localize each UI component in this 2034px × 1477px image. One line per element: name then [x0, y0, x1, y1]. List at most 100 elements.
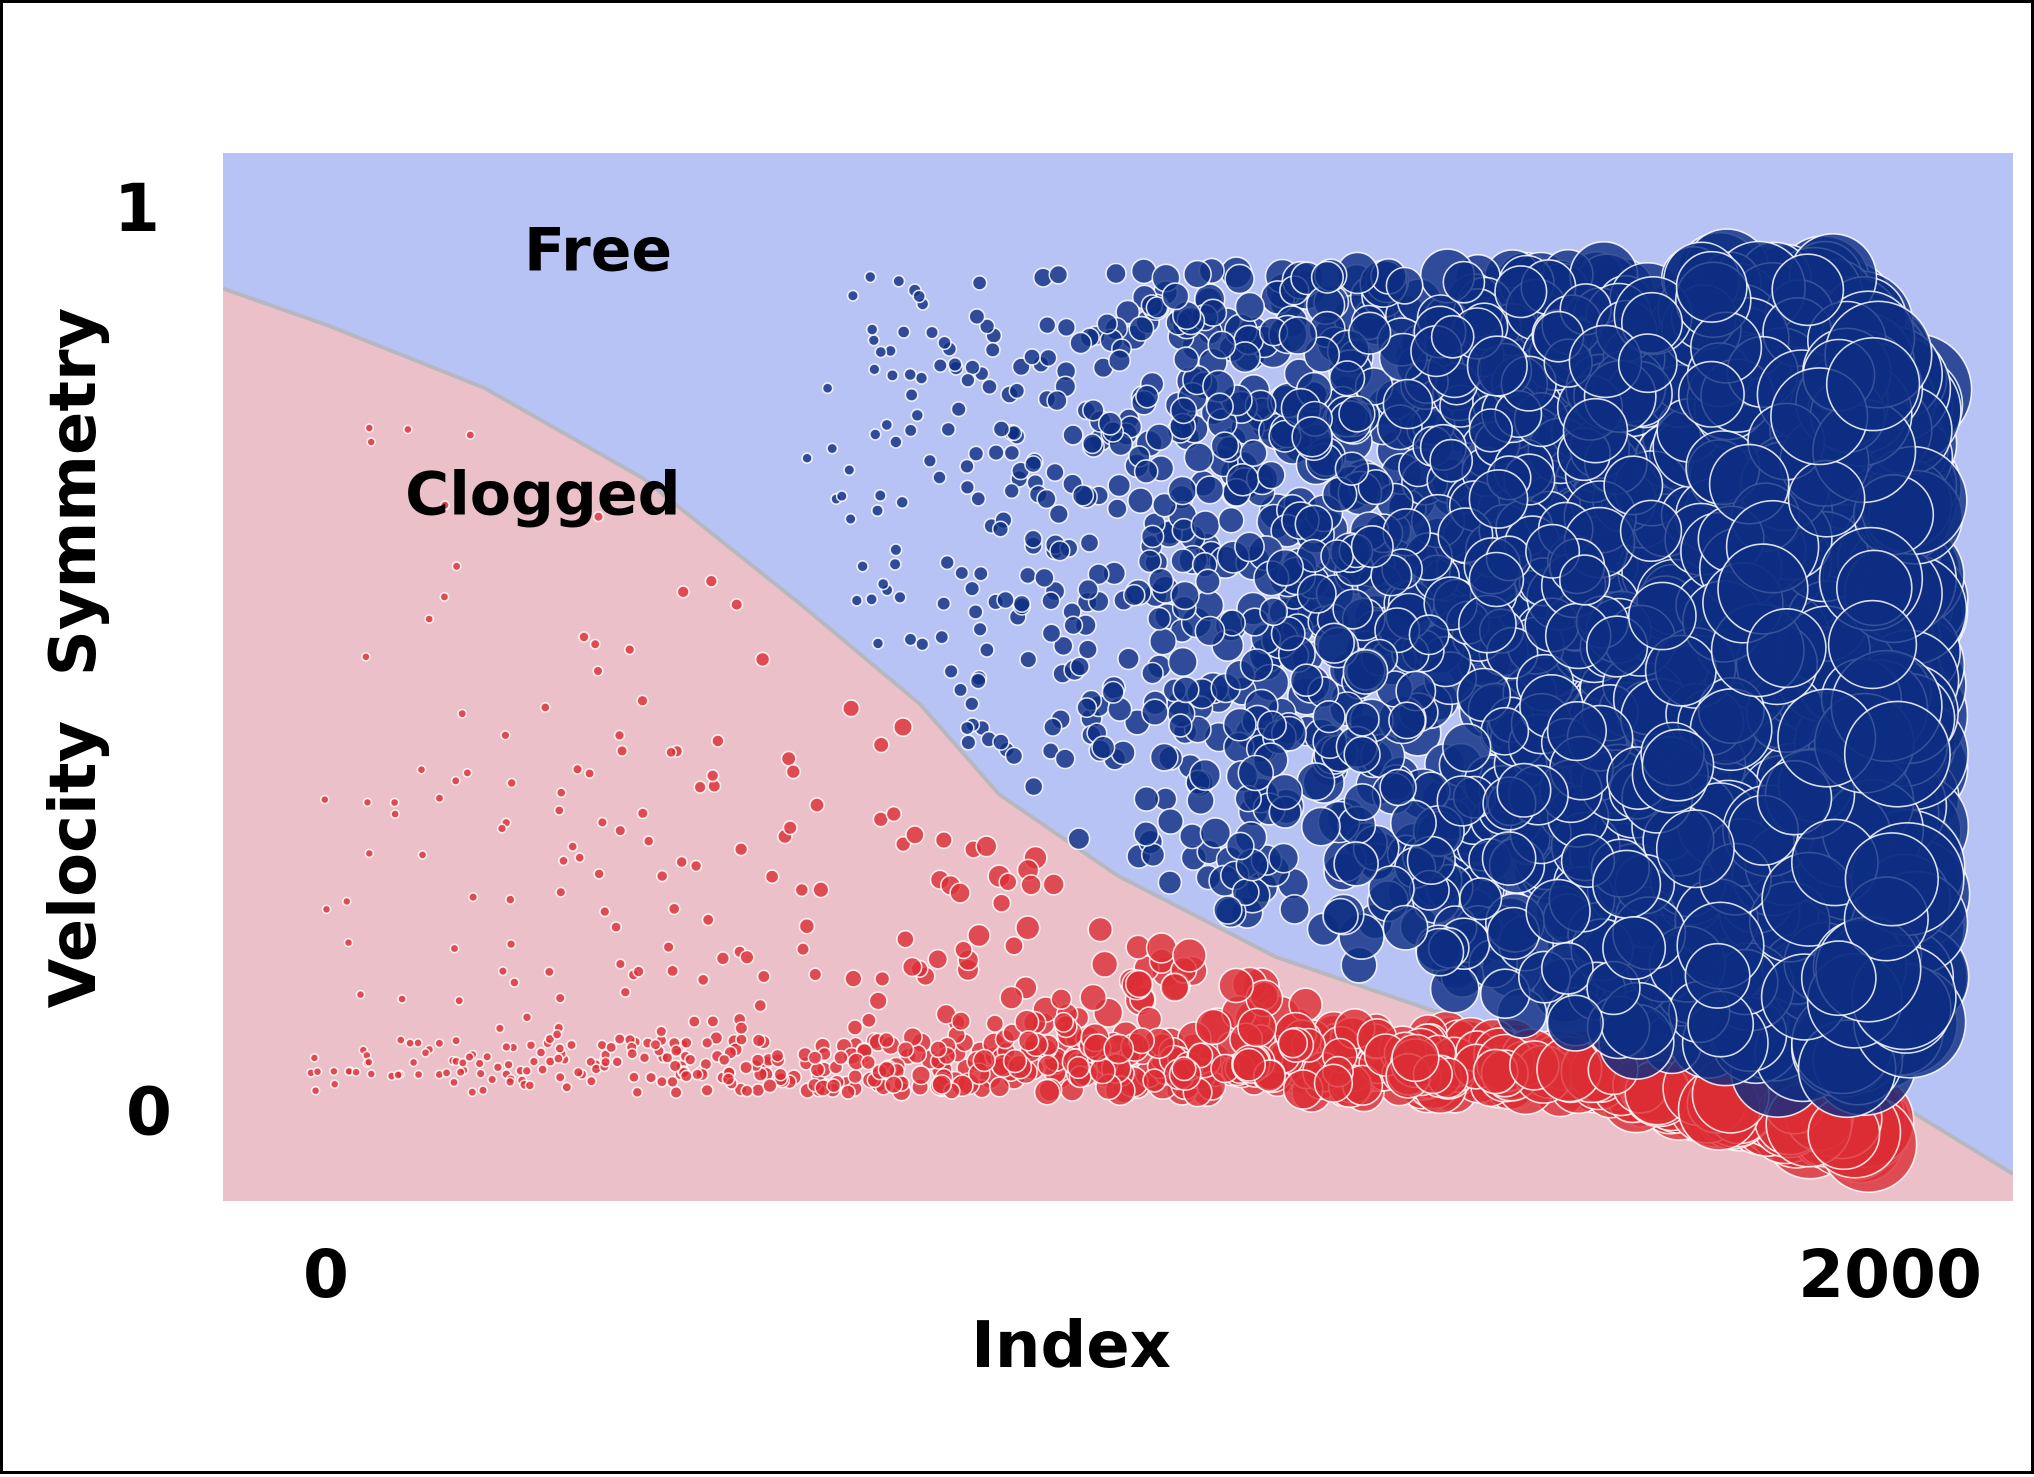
- data-point: [987, 444, 1005, 462]
- data-point: [503, 1059, 514, 1070]
- data-point: [1843, 700, 1951, 808]
- data-point: [934, 629, 950, 645]
- data-point: [885, 805, 902, 823]
- data-point: [1133, 785, 1160, 812]
- data-point: [733, 841, 749, 857]
- data-point: [915, 637, 930, 652]
- data-point: [959, 458, 975, 474]
- data-point: [1053, 1011, 1075, 1033]
- data-point: [794, 882, 810, 898]
- data-point: [1391, 1033, 1440, 1083]
- data-point: [448, 1077, 459, 1088]
- data-point: [584, 767, 596, 779]
- data-point: [782, 820, 798, 836]
- data-point: [1312, 699, 1346, 734]
- data-point: [734, 1021, 749, 1036]
- data-point: [1562, 397, 1629, 464]
- data-point: [1033, 1078, 1061, 1106]
- data-point: [343, 937, 354, 948]
- data-point: [847, 1068, 863, 1085]
- data-point: [619, 986, 631, 998]
- data-point: [895, 495, 910, 510]
- data-point: [1279, 894, 1311, 925]
- data-point: [1259, 597, 1289, 627]
- data-point: [1024, 455, 1043, 474]
- data-point: [1063, 615, 1084, 636]
- data-point: [669, 1085, 683, 1100]
- data-point: [662, 940, 675, 954]
- data-point: [1023, 529, 1043, 549]
- data-point: [871, 637, 885, 650]
- data-point: [1183, 442, 1215, 473]
- data-point: [874, 345, 888, 359]
- data-point: [896, 1040, 915, 1059]
- data-point: [467, 1087, 478, 1098]
- data-point: [711, 734, 725, 748]
- data-point: [599, 1056, 612, 1068]
- data-point: [1619, 499, 1683, 562]
- data-point: [1149, 627, 1178, 656]
- data-point: [988, 1076, 1011, 1098]
- data-point: [876, 577, 890, 591]
- data-point: [1210, 431, 1240, 461]
- data-point: [1270, 616, 1306, 652]
- data-point: [1069, 656, 1090, 677]
- data-point: [960, 734, 977, 751]
- data-point: [1481, 831, 1537, 886]
- data-point: [492, 1062, 504, 1073]
- data-point: [1079, 533, 1100, 553]
- data-point: [903, 632, 918, 647]
- data-point: [860, 1054, 877, 1071]
- data-point: [1199, 817, 1232, 849]
- data-point: [439, 591, 450, 602]
- data-point: [1149, 742, 1179, 772]
- data-point: [636, 694, 649, 707]
- data-point: [1171, 1056, 1197, 1082]
- data-point: [1157, 870, 1183, 895]
- data-point: [364, 848, 375, 859]
- data-point: [861, 1012, 877, 1029]
- data-point: [1147, 606, 1172, 631]
- data-point: [561, 1081, 573, 1093]
- data-point: [1004, 935, 1024, 956]
- data-point: [666, 1075, 679, 1089]
- data-point: [1018, 566, 1037, 585]
- data-point: [903, 367, 918, 382]
- data-point: [903, 423, 918, 438]
- data-point: [504, 894, 516, 905]
- data-point: [1442, 260, 1486, 304]
- data-point: [1746, 607, 1827, 689]
- data-point: [1167, 475, 1198, 506]
- data-point: [1081, 433, 1103, 455]
- data-point: [959, 479, 976, 495]
- data-point: [992, 733, 1010, 751]
- data-point: [833, 1049, 849, 1066]
- data-point: [506, 777, 518, 789]
- data-point: [592, 665, 604, 677]
- data-point: [614, 824, 627, 837]
- data-point: [599, 905, 611, 918]
- data-point: [1041, 591, 1061, 611]
- data-point: [1172, 676, 1200, 704]
- data-point: [691, 1068, 704, 1081]
- data-point: [773, 1067, 788, 1082]
- data-point: [770, 1048, 785, 1063]
- data-point: [914, 371, 929, 385]
- data-point: [535, 1047, 547, 1058]
- data-point: [840, 1084, 856, 1100]
- data-point: [504, 1076, 516, 1088]
- data-point: [1097, 411, 1123, 436]
- data-point: [717, 1053, 731, 1067]
- data-point: [402, 424, 413, 435]
- data-point: [1771, 253, 1845, 327]
- data-point: [1239, 648, 1274, 682]
- data-point: [482, 1051, 493, 1062]
- data-point: [1160, 972, 1190, 1002]
- data-point: [754, 651, 771, 668]
- data-point: [439, 500, 450, 511]
- data-point: [1037, 1054, 1059, 1077]
- data-point: [631, 1086, 644, 1099]
- data-point: [1429, 438, 1474, 483]
- data-point: [1343, 735, 1381, 774]
- data-point: [689, 859, 703, 873]
